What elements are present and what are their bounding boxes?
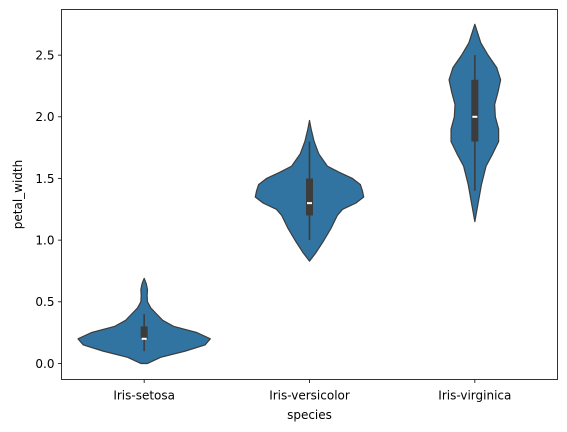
x-axis: Iris-setosa Iris-versicolor Iris-virginica — [113, 379, 511, 403]
y-tick-label: 0.0 — [35, 357, 54, 371]
x-tick-label: Iris-virginica — [438, 389, 511, 403]
violin-layer — [77, 23, 502, 365]
y-axis: 0.0 0.5 1.0 1.5 2.0 2.5 — [35, 48, 62, 371]
y-tick-label: 0.5 — [35, 295, 54, 309]
violin-iqr-box — [471, 79, 479, 142]
violin-iqr-box — [140, 326, 148, 339]
y-tick-label: 1.0 — [35, 233, 54, 247]
y-tick-label: 2.5 — [35, 48, 54, 62]
x-tick-label: Iris-versicolor — [269, 389, 350, 403]
x-axis-label: species — [287, 408, 332, 422]
y-tick-label: 2.0 — [35, 110, 54, 124]
violin-iqr-box — [306, 178, 313, 216]
y-axis-label: petal_width — [11, 160, 25, 229]
x-tick-label: Iris-setosa — [113, 389, 175, 403]
y-tick-label: 1.5 — [35, 172, 54, 186]
